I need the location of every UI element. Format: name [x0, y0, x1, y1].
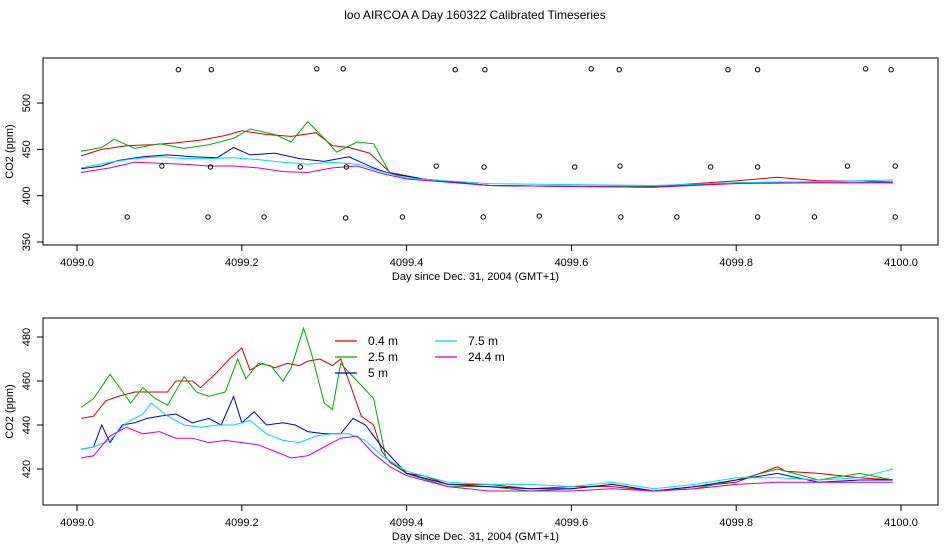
top-calibration-point — [892, 214, 898, 220]
top-calibration-point — [588, 66, 594, 72]
top-calibration-point — [159, 163, 165, 169]
legend-label-2: 5 m — [368, 366, 388, 380]
bottom-x-tick-label: 4099.4 — [390, 517, 424, 529]
top-calibration-point — [342, 215, 349, 221]
top-calibration-point — [480, 214, 486, 220]
top-calibration-point — [616, 67, 622, 73]
top-calibration-point — [811, 214, 818, 220]
bottom-y-tick-label: 440 — [21, 416, 33, 434]
top-calibration-point — [674, 214, 680, 220]
top-x-tick-label: 4099.4 — [390, 257, 424, 269]
top-calibration-point — [207, 164, 214, 170]
bottom-x-axis-label: Day since Dec. 31, 2004 (GMT+1) — [392, 531, 559, 543]
legend-label-0: 0.4 m — [368, 334, 398, 348]
top-calibration-point — [754, 164, 761, 170]
top-series-group — [80, 120, 893, 188]
top-calibration-point — [536, 213, 542, 219]
top-calibration-point — [707, 164, 714, 170]
top-x-tick-label: 4099.2 — [225, 257, 259, 269]
top-y-tick-label: 500 — [21, 94, 33, 112]
top-calibration-point — [343, 164, 350, 170]
top-calibration-point — [617, 163, 623, 169]
top-y-tick-label: 350 — [21, 233, 33, 251]
chart-title: loo AIRCOA A Day 160322 Calibrated Times… — [344, 8, 606, 22]
top-calibration-point — [175, 67, 182, 73]
bottom-y-tick-label: 460 — [21, 372, 33, 390]
top-calibration-point — [433, 163, 439, 169]
top-calibration-point — [888, 67, 894, 73]
top-x-tick-label: 4099.8 — [719, 257, 753, 269]
top-calibration-point — [124, 214, 130, 220]
bottom-x-tick-label: 4099.0 — [60, 517, 94, 529]
top-x-tick-label: 4099.6 — [555, 257, 589, 269]
bottom-series-line-3 — [81, 402, 893, 490]
bottom-x-tick-label: 4099.2 — [225, 517, 259, 529]
bottom-plot-frame — [42, 317, 939, 506]
top-calibration-point — [314, 66, 320, 72]
top-calibration-point — [452, 67, 458, 73]
top-calibration-point — [205, 214, 211, 220]
top-y-tick-label: 400 — [21, 187, 33, 205]
bottom-x-tick-label: 4100.0 — [884, 517, 918, 529]
top-calibration-point — [208, 67, 215, 73]
top-x-tick-label: 4100.0 — [884, 257, 918, 269]
legend-label-4: 24.4 m — [468, 350, 505, 364]
bottom-y-tick-label: 420 — [21, 460, 33, 478]
top-series-line-0 — [80, 130, 893, 187]
top-calibration-point — [571, 164, 578, 170]
top-calibration-point — [297, 164, 304, 170]
bottom-series-line-2 — [81, 394, 893, 492]
bottom-series-line-4 — [81, 426, 893, 492]
top-calibration-point — [481, 164, 487, 170]
top-calibration-point — [261, 214, 267, 220]
top-y-tick-label: 450 — [21, 140, 33, 158]
top-calibration-point — [399, 214, 406, 220]
top-calibration-point — [892, 163, 898, 169]
top-calibration-point — [725, 67, 731, 73]
top-calibration-point — [754, 67, 761, 73]
bottom-x-tick-label: 4099.8 — [719, 517, 753, 529]
top-series-line-3 — [81, 156, 893, 187]
top-x-axis-label: Day since Dec. 31, 2004 (GMT+1) — [392, 271, 559, 283]
bottom-y-axis-label: CO2 (ppm) — [4, 384, 16, 438]
top-y-axis-label: CO2 (ppm) — [4, 124, 16, 178]
top-series-line-1 — [81, 120, 893, 187]
top-plot-frame — [42, 57, 939, 246]
top-calibration-point — [844, 163, 851, 169]
top-calibration-point — [482, 67, 488, 73]
top-calibration-point — [862, 66, 869, 72]
legend-label-1: 2.5 m — [368, 350, 398, 364]
top-calibration-point — [754, 214, 761, 220]
bottom-series-group — [80, 326, 893, 492]
bottom-y-tick-label: 480 — [21, 328, 33, 346]
bottom-x-tick-label: 4099.6 — [555, 517, 589, 529]
top-series-line-4 — [81, 161, 893, 188]
legend-label-3: 7.5 m — [468, 334, 498, 348]
top-calibration-point — [340, 66, 346, 72]
top-series-line-2 — [81, 146, 893, 188]
top-calibration-point — [618, 214, 624, 220]
top-x-tick-label: 4099.0 — [60, 257, 94, 269]
